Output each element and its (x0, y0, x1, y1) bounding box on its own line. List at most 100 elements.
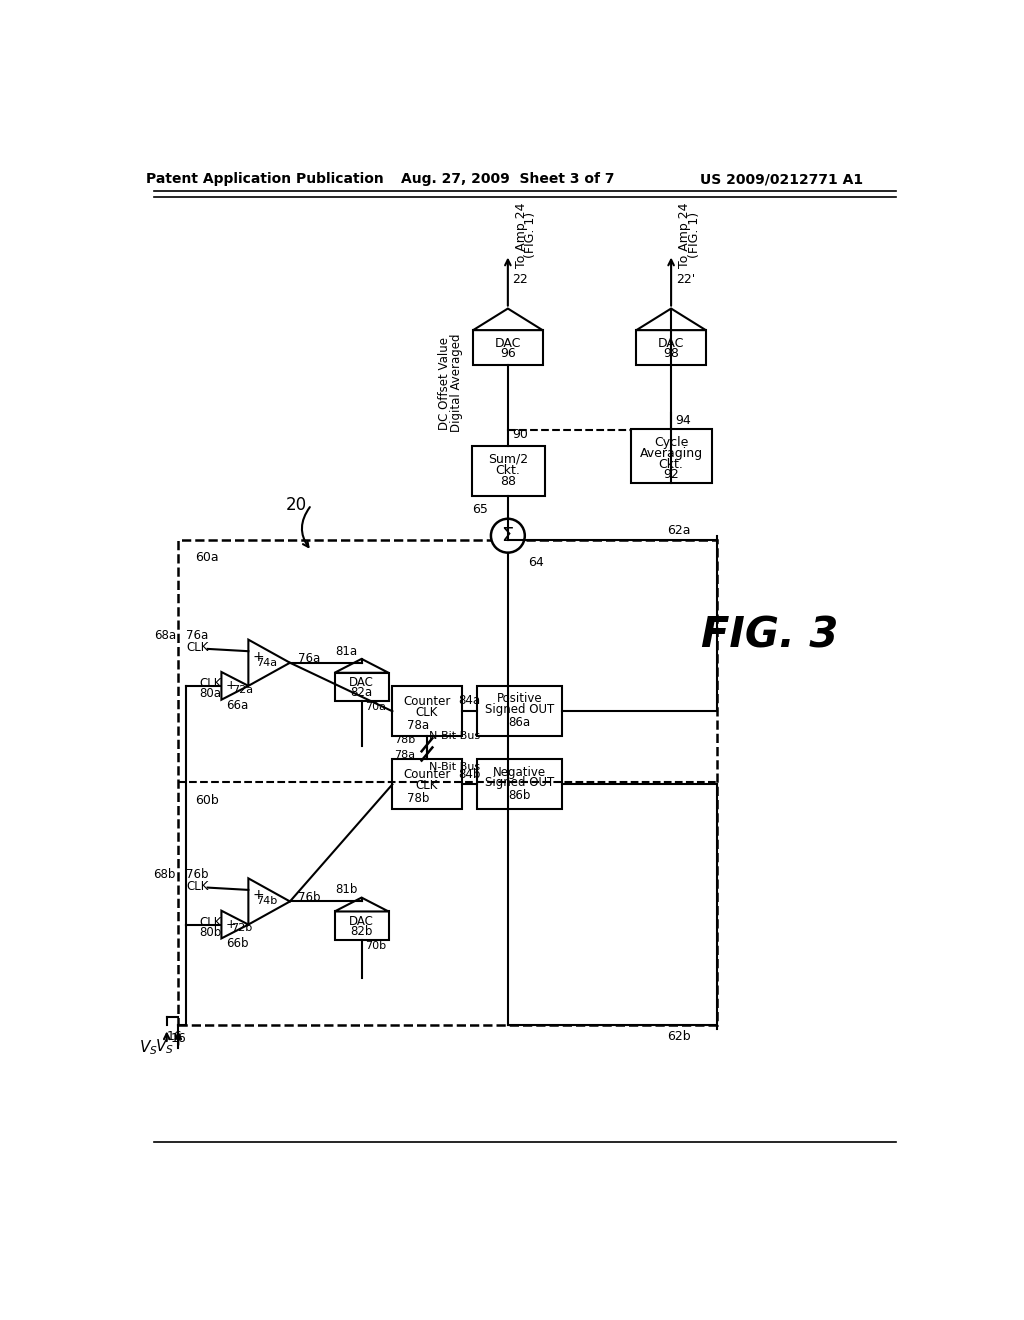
Polygon shape (637, 309, 706, 330)
Text: 22: 22 (512, 273, 528, 286)
Text: Ckt.: Ckt. (496, 463, 520, 477)
Polygon shape (335, 898, 388, 911)
Text: 66b: 66b (226, 937, 249, 950)
FancyBboxPatch shape (472, 446, 545, 496)
Text: 16: 16 (171, 1032, 186, 1045)
Text: +: + (253, 888, 264, 903)
Text: 74a: 74a (256, 657, 278, 668)
Text: 62a: 62a (667, 524, 690, 537)
Text: N-Bit Bus: N-Bit Bus (429, 731, 480, 741)
Polygon shape (221, 672, 249, 700)
Text: 70b: 70b (366, 941, 386, 952)
Text: Positive: Positive (497, 693, 543, 705)
Text: 60a: 60a (196, 552, 219, 564)
Text: DAC: DAC (349, 915, 374, 928)
Polygon shape (249, 640, 290, 686)
Text: 76b: 76b (298, 891, 321, 904)
Text: 64: 64 (528, 556, 544, 569)
Text: 82a: 82a (350, 686, 373, 700)
Text: 76b: 76b (186, 869, 209, 880)
Text: 96: 96 (500, 347, 516, 360)
Text: CLK: CLK (186, 879, 208, 892)
Text: 74b: 74b (256, 896, 278, 907)
Text: 81b: 81b (335, 883, 357, 896)
Text: DC Offset Value: DC Offset Value (438, 337, 452, 430)
Text: 78a: 78a (407, 718, 429, 731)
Text: 98: 98 (664, 347, 679, 360)
Text: 62b: 62b (667, 1030, 690, 1043)
Text: 84b: 84b (458, 767, 480, 780)
FancyBboxPatch shape (392, 759, 462, 809)
Text: $V_S$: $V_S$ (155, 1038, 174, 1056)
Text: To Amp 24: To Amp 24 (515, 203, 528, 268)
Text: Negative: Negative (493, 766, 546, 779)
Text: DAC: DAC (495, 337, 521, 350)
Polygon shape (473, 309, 543, 330)
Text: 94: 94 (675, 414, 691, 428)
Text: Counter: Counter (403, 694, 451, 708)
Text: 16: 16 (167, 1030, 182, 1043)
Text: CLK: CLK (200, 677, 222, 690)
Text: 68b: 68b (154, 869, 176, 880)
Text: 76a: 76a (298, 652, 319, 665)
Text: Aug. 27, 2009  Sheet 3 of 7: Aug. 27, 2009 Sheet 3 of 7 (401, 172, 614, 186)
FancyBboxPatch shape (392, 686, 462, 737)
FancyBboxPatch shape (335, 911, 388, 940)
Text: 90: 90 (512, 428, 528, 441)
Text: CLK: CLK (416, 706, 438, 719)
Text: Patent Application Publication: Patent Application Publication (146, 172, 384, 186)
Text: US 2009/0212771 A1: US 2009/0212771 A1 (699, 172, 863, 186)
Text: DAC: DAC (349, 676, 374, 689)
FancyBboxPatch shape (637, 330, 706, 364)
Text: 80b: 80b (200, 925, 222, 939)
Polygon shape (249, 878, 290, 924)
Text: 65: 65 (472, 503, 487, 516)
FancyBboxPatch shape (477, 686, 562, 737)
Text: 70a: 70a (366, 702, 386, 713)
Text: 20: 20 (286, 496, 306, 513)
Text: 66a: 66a (226, 698, 249, 711)
Circle shape (490, 519, 525, 553)
Text: CLK: CLK (416, 779, 438, 792)
Text: 92: 92 (664, 469, 679, 482)
Polygon shape (335, 659, 388, 673)
Text: 72b: 72b (231, 924, 253, 933)
Text: To Amp 24: To Amp 24 (679, 203, 691, 268)
Text: 60b: 60b (196, 793, 219, 807)
Text: $\Sigma$: $\Sigma$ (502, 527, 514, 545)
Text: DAC: DAC (657, 337, 684, 350)
Text: 86a: 86a (508, 715, 530, 729)
Text: 76a: 76a (186, 630, 208, 643)
Text: Signed OUT: Signed OUT (484, 776, 554, 789)
Text: 78b: 78b (407, 792, 429, 805)
Text: (FIG. 1): (FIG. 1) (688, 213, 700, 259)
Text: N-Bit Bus: N-Bit Bus (429, 762, 480, 772)
FancyBboxPatch shape (631, 429, 712, 483)
Text: Signed OUT: Signed OUT (484, 704, 554, 717)
Text: 78a: 78a (394, 750, 416, 760)
Text: Sum/2: Sum/2 (487, 453, 528, 466)
Text: +: + (253, 649, 264, 664)
Text: 72a: 72a (231, 685, 253, 694)
Text: 68a: 68a (154, 630, 176, 643)
Text: CLK: CLK (200, 916, 222, 929)
Text: 78b: 78b (394, 735, 416, 744)
Text: 88: 88 (500, 475, 516, 488)
FancyBboxPatch shape (335, 673, 388, 701)
Text: $V_S$: $V_S$ (138, 1039, 158, 1057)
Text: (FIG. 1): (FIG. 1) (524, 213, 538, 259)
Text: Ckt.: Ckt. (658, 458, 684, 471)
Text: 82b: 82b (350, 925, 373, 939)
Text: 81a: 81a (336, 644, 357, 657)
Text: +: + (226, 680, 237, 693)
FancyBboxPatch shape (477, 759, 562, 809)
Text: 86b: 86b (508, 788, 530, 801)
Text: CLK: CLK (186, 640, 208, 653)
FancyBboxPatch shape (178, 540, 717, 1024)
Text: Cycle: Cycle (654, 436, 688, 449)
Text: +: + (226, 917, 237, 931)
Text: 84a: 84a (459, 694, 480, 708)
FancyBboxPatch shape (473, 330, 543, 364)
Text: Digital Averaged: Digital Averaged (450, 334, 463, 433)
Polygon shape (221, 911, 249, 939)
